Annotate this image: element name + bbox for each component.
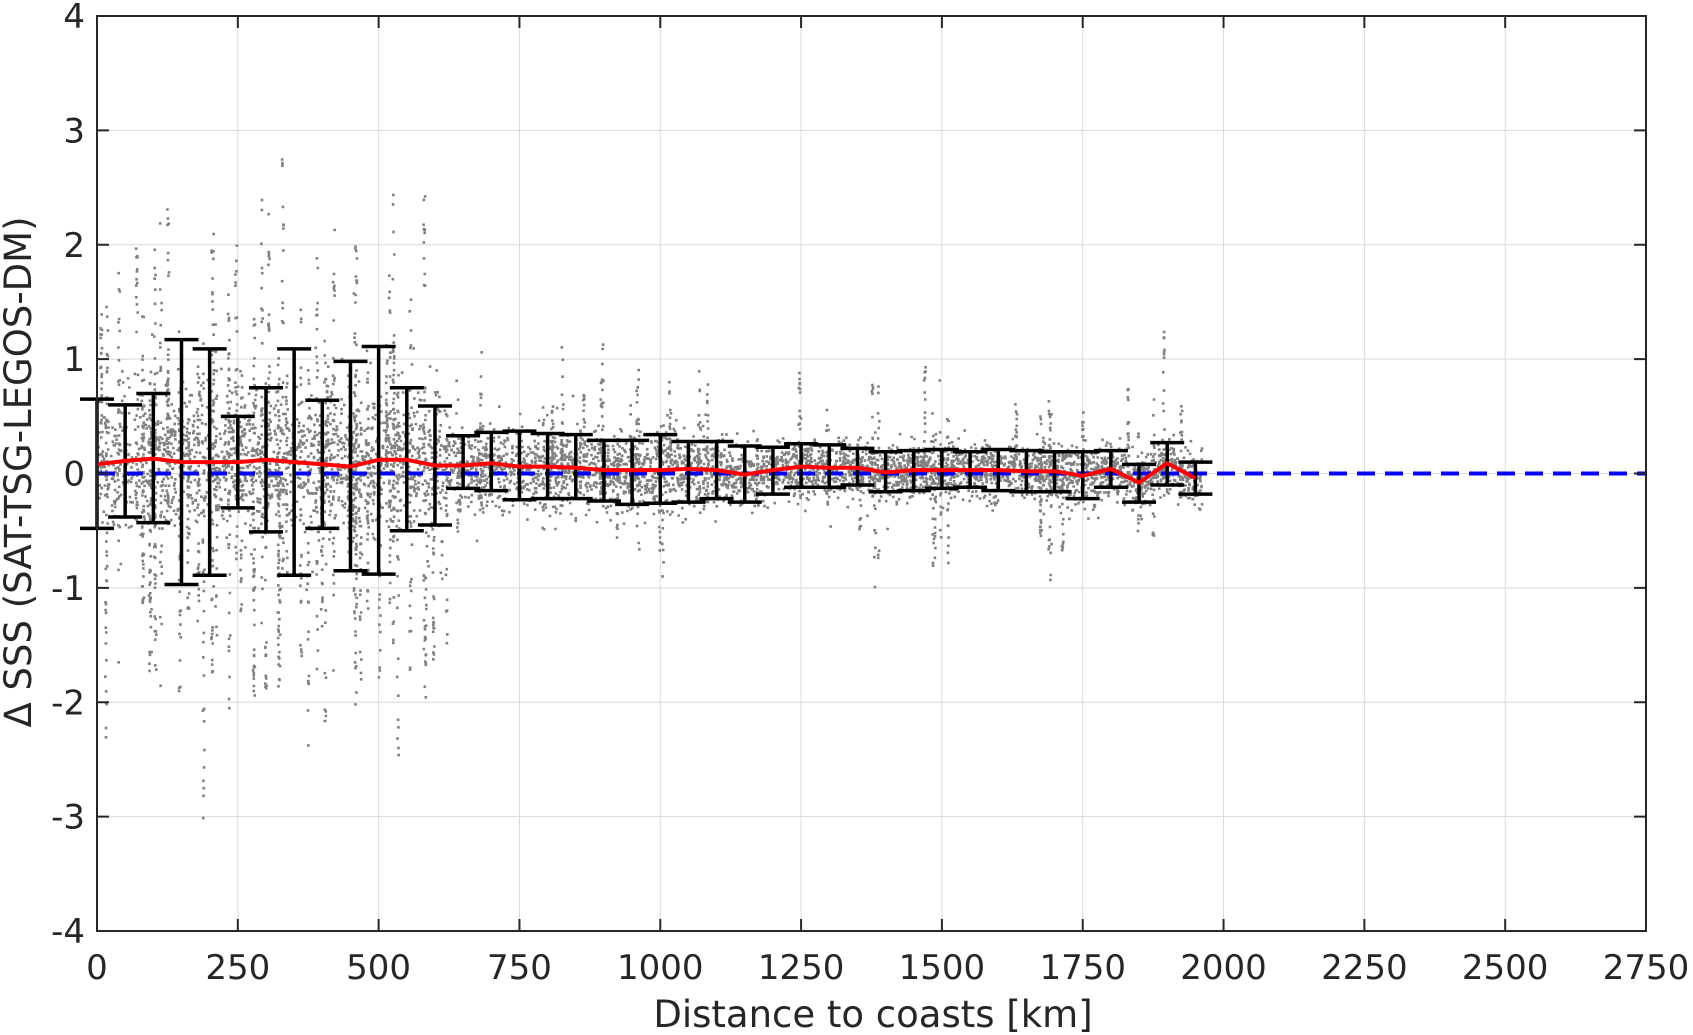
x-tick-label: 500 — [346, 948, 411, 988]
y-tick-label: 2 — [63, 226, 85, 266]
x-tick-label: 1000 — [617, 948, 704, 988]
x-tick-label: 0 — [86, 948, 108, 988]
y-tick-label: 1 — [63, 340, 85, 380]
x-tick-label: 250 — [205, 948, 270, 988]
x-tick-label: 1750 — [1039, 948, 1126, 988]
x-tick-label: 1500 — [899, 948, 986, 988]
scatter-cloud — [97, 158, 1204, 820]
x-tick-labels: 0 250 500 750 1000 1250 1500 1750 2000 2250 2500 27… — [86, 948, 1689, 988]
y-tick-label: 4 — [63, 0, 85, 37]
x-tick-label: 2500 — [1462, 948, 1549, 988]
axes-frame — [96, 15, 1647, 932]
y-tick-label: -1 — [51, 569, 85, 609]
y-tick-label: 3 — [63, 111, 85, 151]
y-tick-labels: -4 -3 -2 -1 0 1 2 3 4 — [51, 0, 85, 952]
x-tick-label: 2250 — [1321, 948, 1408, 988]
y-tick-label: 0 — [63, 455, 85, 495]
x-tick-label: 2750 — [1603, 948, 1690, 988]
x-tick-label: 1250 — [758, 948, 845, 988]
y-tick-label: -4 — [51, 912, 85, 952]
y-axis-label: Δ SSS (SAT-TSG-LEGOS-DM) — [0, 216, 40, 727]
x-tick-label: 750 — [487, 948, 552, 988]
error-bar — [446, 434, 481, 491]
y-tick-label: -2 — [51, 683, 85, 723]
y-tick-label: -3 — [51, 798, 85, 838]
mean-line-group — [96, 456, 1197, 485]
mean-line — [96, 456, 1197, 485]
scatter-points — [97, 158, 1204, 820]
x-axis-label: Distance to coasts [km] — [653, 993, 1092, 1035]
x-tick-label: 2000 — [1180, 948, 1267, 988]
